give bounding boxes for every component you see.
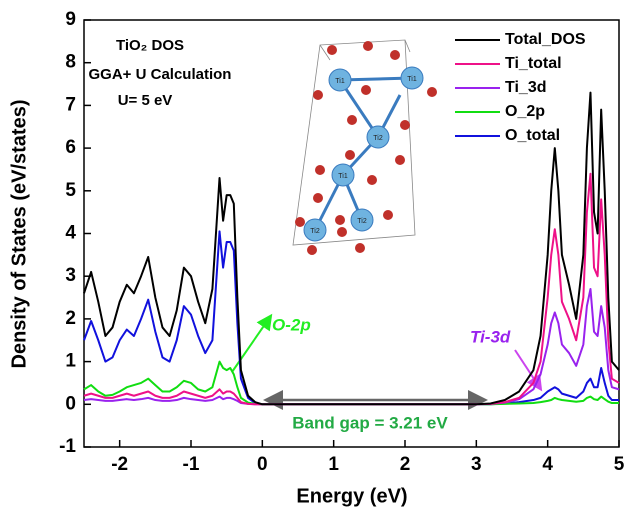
x-tick-label: 0 — [257, 454, 268, 475]
legend-label: Ti_total — [505, 55, 562, 72]
annotation: U= 5 eV — [118, 92, 173, 109]
atom-label: Ti2 — [373, 135, 383, 142]
annotation: Band gap = 3.21 eV — [292, 413, 448, 432]
x-tick-label: 4 — [542, 454, 553, 475]
y-tick-label: 3 — [65, 265, 76, 286]
annotation: TiO₂ DOS — [116, 37, 184, 54]
annotation: O-2p — [272, 315, 311, 334]
crystal-structure: Ti1 Ti1 Ti1 Ti2 Ti2 Ti2 — [293, 40, 437, 255]
chart: Energy (eV) Density of States (eV/states… — [0, 0, 627, 509]
y-tick-label: 6 — [65, 137, 76, 158]
y-tick-label: 7 — [65, 94, 76, 115]
annotation: Ti-3d — [470, 327, 511, 346]
y-tick-label: 5 — [65, 180, 76, 201]
y-tick-label: 2 — [65, 308, 76, 329]
y-axis-label: Density of States (eV/states) — [8, 100, 30, 369]
annotation: GGA+ U Calculation — [89, 66, 232, 83]
y-tick-label: 9 — [65, 9, 76, 30]
legend-label: Total_DOS — [505, 31, 586, 48]
legend-label: O_total — [505, 127, 560, 144]
y-tick-label: 8 — [65, 52, 76, 73]
x-tick-label: -1 — [183, 454, 200, 475]
x-tick-label: -2 — [111, 454, 128, 475]
dos-line — [84, 174, 619, 405]
legend-label: O_2p — [505, 103, 545, 120]
atom-label: Ti2 — [310, 228, 320, 235]
x-tick-label: 3 — [471, 454, 482, 475]
x-axis-label: Energy (eV) — [296, 485, 407, 507]
atom-label: Ti1 — [338, 173, 348, 180]
y-tick-label: 4 — [65, 223, 76, 244]
x-tick-label: 5 — [614, 454, 625, 475]
y-tick-label: -1 — [59, 436, 76, 457]
page: {"chart_data": {"type": "line", "xlabel"… — [0, 0, 627, 514]
y-tick-label: 0 — [65, 393, 76, 414]
atom-label: Ti1 — [335, 78, 345, 85]
atom-label: Ti1 — [407, 76, 417, 83]
legend-label: Ti_3d — [505, 79, 547, 96]
x-tick-label: 2 — [400, 454, 411, 475]
atom-label: Ti2 — [357, 218, 367, 225]
y-tick-label: 1 — [65, 351, 76, 372]
x-tick-label: 1 — [328, 454, 339, 475]
